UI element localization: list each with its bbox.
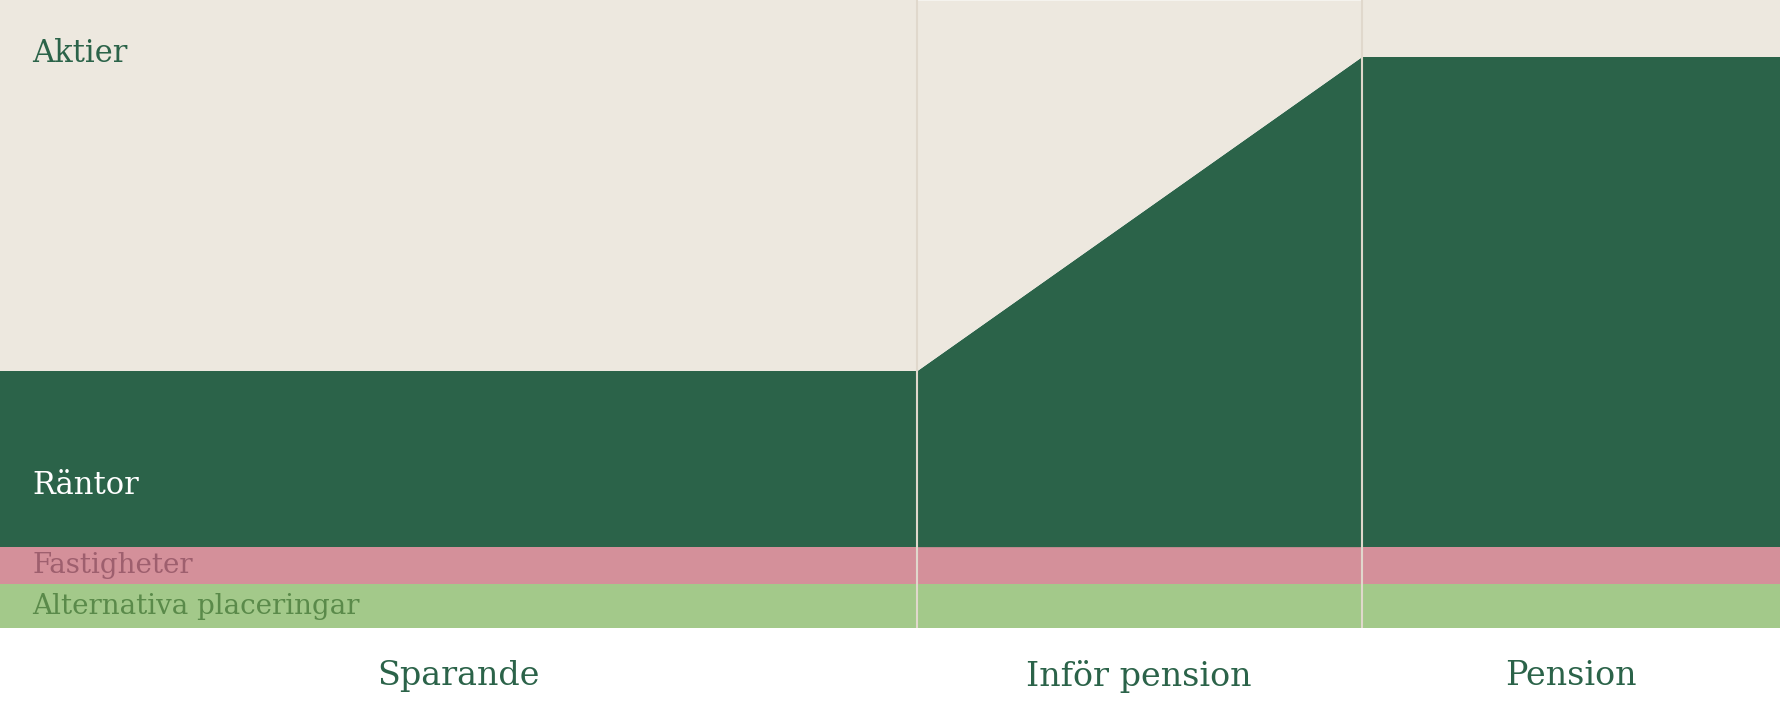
Text: Alternativa placeringar: Alternativa placeringar [32,593,360,620]
Text: Aktier: Aktier [32,38,128,69]
Text: Räntor: Räntor [32,470,139,501]
Text: Pension: Pension [1506,660,1636,692]
Text: Sparande: Sparande [377,660,539,692]
Text: Fastigheter: Fastigheter [32,552,192,579]
Text: Inför pension: Inför pension [1027,660,1251,693]
